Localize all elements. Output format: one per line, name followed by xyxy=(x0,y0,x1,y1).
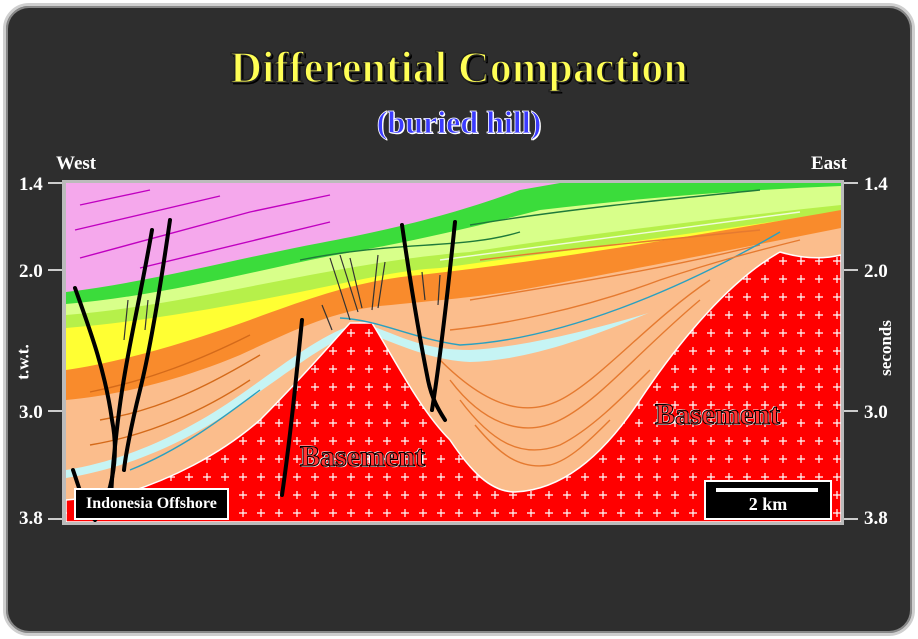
tick-left-1: 1.4 xyxy=(19,174,43,195)
tick-right-2: 2.0 xyxy=(864,261,888,282)
tick-right-4: 3.8 xyxy=(864,508,888,529)
y-axis-label-right: seconds xyxy=(875,320,895,376)
scale-bar-label: 2 km xyxy=(748,494,788,514)
scale-bar-box: 2 km xyxy=(704,480,832,520)
scale-bar-line xyxy=(716,488,818,492)
tick-right-1: 1.4 xyxy=(864,174,888,195)
basement-pattern xyxy=(66,252,841,522)
y-axis-label-left: t.w.t. xyxy=(13,344,33,380)
tick-left-4: 3.8 xyxy=(19,508,43,529)
west-label: West xyxy=(56,153,97,174)
slide-subtitle: (buried hill) xyxy=(376,104,542,141)
tick-left-2: 2.0 xyxy=(19,261,43,282)
tick-right-3: 3.0 xyxy=(864,402,888,423)
tick-left-3: 3.0 xyxy=(19,402,43,423)
location-label: Indonesia Offshore xyxy=(74,488,229,520)
basement-label-left: Basement xyxy=(300,440,426,474)
east-label: East xyxy=(811,153,847,174)
slide-title: Differential Compaction xyxy=(230,42,689,93)
basement-label-right: Basement xyxy=(655,398,781,432)
